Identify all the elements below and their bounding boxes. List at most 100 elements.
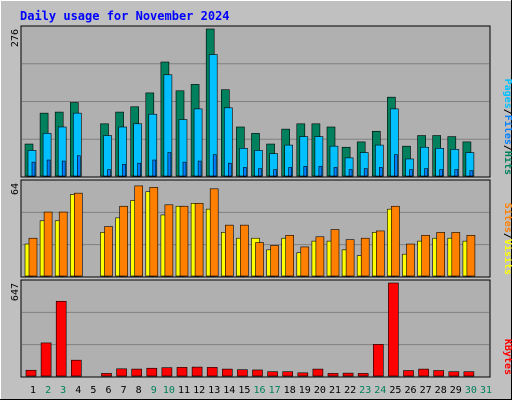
bar-kbytes [176,367,188,377]
bar-files [469,170,474,177]
bar-kbytes [131,368,142,377]
bar-files [31,161,36,177]
bar-files [424,168,428,177]
legend-entry-files: Files [502,115,512,145]
bar-sites [451,232,461,277]
bar-files [348,169,353,177]
bar-kbytes [267,371,278,377]
bar-sites [436,232,446,277]
bar-kbytes [327,373,339,377]
bar-kbytes [463,371,475,377]
bar-files [439,169,444,177]
y-max-label: 64 [10,183,21,195]
bar-kbytes [222,368,233,377]
bar-files [167,152,172,177]
bar-kbytes [146,367,158,377]
x-tick-label: 6 [105,385,111,396]
x-tick-label: 22 [344,385,356,396]
bar-kbytes [418,368,429,377]
bar-files [409,169,413,177]
x-tick-label: 4 [75,385,81,396]
bar-files [107,169,111,177]
bar-files [243,167,247,177]
plot-area [20,279,491,378]
legend-separator: / [502,145,512,151]
bar-sites [285,235,295,277]
x-tick-label: 25 [389,385,401,396]
bar-kbytes [161,367,173,377]
bar-files [212,154,217,177]
x-tick-label: 19 [299,385,311,396]
legend-entry-sites: Sites [502,203,512,233]
bar-sites [104,226,113,277]
bar-kbytes [312,368,324,377]
bar-files [197,160,202,177]
legend-separator: / [502,233,512,239]
bar-files [454,169,459,177]
bar-sites [345,239,355,277]
bar-sites [330,229,340,277]
bar-files [394,154,398,177]
bar-sites [360,237,370,277]
bar-sites [225,224,234,277]
x-tick-label: 23 [359,385,371,396]
legend-entry-visits: Visits [502,239,512,275]
bar-files [46,159,51,177]
bar-files [182,161,187,177]
bar-sites [466,235,476,277]
bar-kbytes [357,373,369,377]
panel-visits-sites: 64 Sites/Visits [10,179,512,278]
x-tick-label: 7 [121,385,127,396]
bar-files [333,167,338,177]
bar-kbytes [116,368,127,377]
bar-sites [43,211,53,277]
x-tick-label: 8 [136,385,142,396]
bar-kbytes [25,369,37,377]
panel-kbytes: 647 KBytes [10,279,512,378]
bar-kbytes [252,369,263,377]
x-tick-label: 12 [193,385,205,396]
x-tick-label: 18 [284,385,296,396]
bar-files [363,168,368,177]
bar-kbytes [101,373,112,377]
x-tick-label: 30 [465,385,477,396]
legend-entry-pages: Pages [502,79,512,109]
x-tick-label: 29 [450,385,462,396]
x-tick-label: 3 [60,385,66,396]
bar-sites [179,205,189,277]
bar-sites [74,192,83,277]
bar-files [288,167,293,177]
bar-files [152,159,157,177]
bar-kbytes [448,371,460,377]
bar-kbytes [388,282,399,377]
x-tick-label: 15 [238,385,250,396]
bar-kbytes [206,367,218,377]
bar-kbytes [342,372,354,377]
bar-sites [58,211,68,277]
bar-kbytes [433,370,445,377]
x-tick-label: 26 [404,385,416,396]
bar-sites [164,204,174,277]
bar-kbytes [191,366,203,377]
bar-files [273,169,277,177]
bar-sites [134,185,143,277]
bar-files [137,162,141,177]
x-axis-labels: 1 2 3 4 5 6 7 8 9 10 11 12 13 14 15 16 17 18 19 20 21 22 23 24 2… [30,385,492,396]
bar-kbytes [297,372,309,377]
x-tick-label: 13 [208,385,220,396]
bar-sites [421,235,430,277]
legend: Sites/Visits [502,203,512,275]
y-max-label: 276 [10,29,21,47]
bar-sites [194,203,204,277]
bar-sites [406,243,415,277]
x-tick-label: 10 [163,385,175,396]
legend-separator: / [502,109,512,115]
bar-sites [209,188,219,277]
bar-sites [28,237,38,277]
bar-kbytes [403,370,414,377]
bar-sites [315,236,325,277]
bar-files [303,166,308,177]
